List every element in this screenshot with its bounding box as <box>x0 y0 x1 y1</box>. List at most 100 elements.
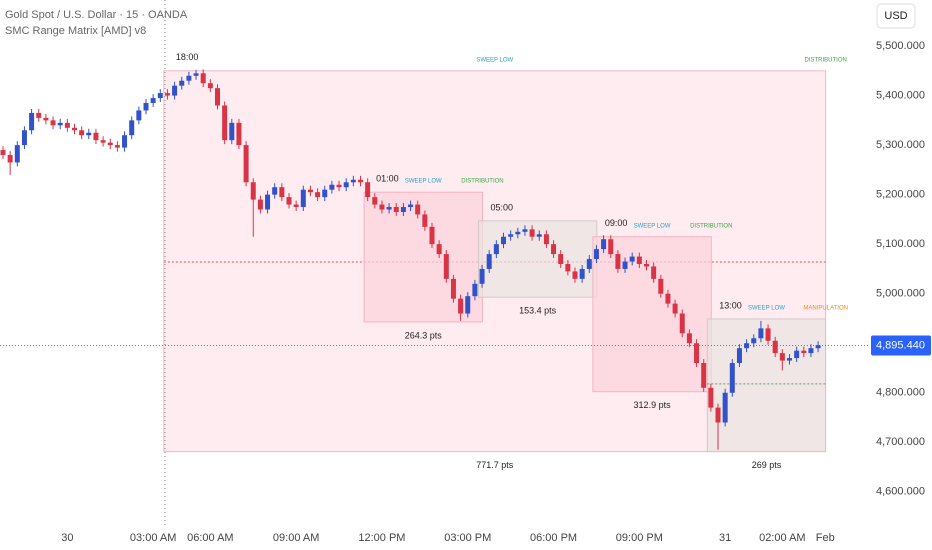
candle-body <box>236 122 242 146</box>
candle-body <box>64 122 70 128</box>
candle-body <box>601 239 607 250</box>
session-label: 13:00 <box>719 300 742 310</box>
currency-button[interactable] <box>876 3 916 29</box>
candle-body <box>586 259 592 269</box>
candle-body <box>107 142 113 146</box>
candle-body <box>658 278 664 294</box>
candle-body <box>572 271 578 279</box>
y-tick-label: 5,100.000 <box>876 238 925 250</box>
currency[interactable]: USD <box>884 10 907 22</box>
phase-tag: DISTRIBUTION <box>461 179 503 185</box>
session-label: 01:00 <box>376 174 399 184</box>
candle-body <box>400 207 406 212</box>
candle-body <box>636 256 642 264</box>
candle-body <box>665 293 671 304</box>
candle-body <box>372 197 378 205</box>
candle-body <box>100 140 106 143</box>
candle-body <box>386 207 392 210</box>
candle-body <box>50 120 56 126</box>
y-tick-label: 5,300.000 <box>876 139 925 151</box>
candle-body <box>736 348 742 364</box>
candle-body <box>72 127 77 131</box>
candle-body <box>801 350 807 354</box>
candle-body <box>672 303 678 314</box>
candle-body <box>808 348 814 354</box>
candle-body <box>722 392 728 423</box>
candle-body <box>29 112 35 131</box>
phase-tag: SWEEP LOW <box>405 179 442 185</box>
candle-body <box>522 229 528 232</box>
x-tick-label: 31 <box>719 532 731 544</box>
candle-body <box>229 122 235 141</box>
candle-body <box>558 254 564 264</box>
y-tick-label: 4,800.000 <box>876 387 925 399</box>
y-tick-label: 5,400.000 <box>876 89 925 101</box>
phase-tag: DISTRIBUTION <box>805 57 847 63</box>
candle-body <box>207 83 213 89</box>
candle-body <box>708 387 714 408</box>
candle-body <box>536 234 542 237</box>
range-label: 264.3 pts <box>405 330 443 340</box>
candle-body <box>787 358 792 361</box>
candle-body <box>222 105 228 141</box>
x-tick-label: 03:00 AM <box>130 532 176 544</box>
range-label: 153.4 pts <box>519 306 557 316</box>
candle-body <box>336 184 342 188</box>
candle-body <box>472 283 478 297</box>
candle-body <box>772 340 778 354</box>
range-box <box>706 318 827 453</box>
candle-body <box>479 268 485 284</box>
y-tick-label: 5,200.000 <box>876 189 925 201</box>
price-tag-label: 4,895.440 <box>876 339 925 351</box>
candle-body <box>393 207 399 212</box>
candle-body <box>143 103 149 111</box>
candle-body <box>644 263 649 267</box>
candle-body <box>86 132 92 136</box>
candle-body <box>129 120 135 136</box>
candle-body <box>551 244 557 255</box>
candle-body <box>529 229 535 237</box>
candle-body <box>615 254 621 269</box>
range-box <box>592 236 712 393</box>
candle-body <box>651 266 657 279</box>
candle-body <box>422 214 428 227</box>
candle-body <box>758 328 764 339</box>
session-label: 09:00 <box>605 218 628 228</box>
x-tick-label: 09:00 AM <box>273 532 319 544</box>
symbol: Gold Spot / U.S. Dollar · 15 · OANDA <box>5 9 188 21</box>
candle-body <box>622 261 628 269</box>
range-label: 312.9 pts <box>634 400 672 410</box>
candle-body <box>436 244 442 255</box>
phase-tag: SWEEP LOW <box>748 306 785 312</box>
candle-body <box>265 194 271 210</box>
candle-body <box>694 343 700 364</box>
candle-body <box>272 187 278 195</box>
phase-tag: SWEEP LOW <box>476 57 513 63</box>
candles <box>0 69 870 450</box>
candle-body <box>508 234 514 237</box>
candle-body <box>164 93 170 96</box>
candle-body <box>200 73 206 84</box>
candle-body <box>79 130 85 136</box>
candle-body <box>7 155 13 163</box>
candle-body <box>450 278 456 299</box>
y-tick-label: 4,700.000 <box>876 436 925 448</box>
candle-body <box>379 204 385 210</box>
y-tick-label: 5,000.000 <box>876 288 925 300</box>
candle-body <box>93 132 99 141</box>
candle-body <box>57 122 63 126</box>
candle-body <box>458 298 464 314</box>
candle-body <box>415 204 421 215</box>
candle-body <box>794 350 800 359</box>
candle-body <box>779 353 785 361</box>
candle-body <box>136 110 142 121</box>
candle-body <box>329 184 335 190</box>
candle-body <box>715 407 721 423</box>
y-tick-label: 5,500.000 <box>876 40 925 52</box>
candle-body <box>608 239 614 255</box>
x-tick-label: 09:00 PM <box>616 532 663 544</box>
candle-body <box>36 112 42 118</box>
candle-body <box>350 179 356 183</box>
axes: 30 03:00 AM 06:00 AM 09:00 AM 12:00 PM 03:00 … <box>61 40 931 544</box>
candle-body <box>493 244 499 255</box>
